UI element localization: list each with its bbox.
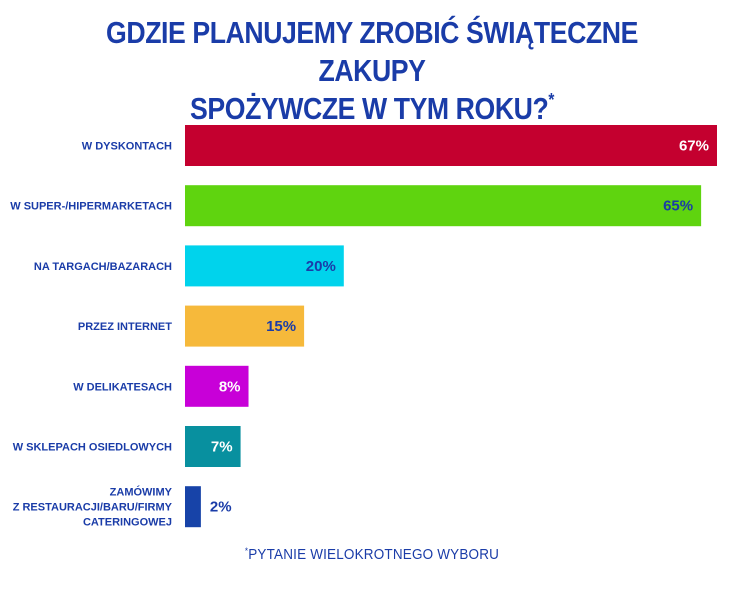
category-label-1: W SUPER-/HIPERMARKETACH	[10, 201, 172, 213]
bar-1	[185, 185, 702, 227]
bar-value-label-3: 15%	[266, 318, 296, 335]
bar-4	[185, 365, 249, 407]
category-label-3: PRZEZ INTERNET	[78, 321, 172, 333]
chart-title-line-2-text: SPOŻYWCZE W TYM ROKU?	[190, 91, 549, 126]
category-label-6-line-1: Z RESTAURACJI/BARU/FIRMY	[13, 502, 173, 514]
category-label-0: W DYSKONTACH	[82, 141, 172, 153]
category-label-5: W SKLEPACH OSIEDLOWYCH	[13, 442, 172, 454]
category-label-6-line-0: ZAMÓWIMY	[110, 486, 173, 499]
bar-2	[185, 245, 344, 287]
chart-title-asterisk: *	[548, 90, 554, 110]
bar-value-label-1: 65%	[663, 198, 693, 215]
bar-value-label-5: 7%	[211, 439, 233, 456]
bar-6	[185, 486, 201, 528]
bar-5	[185, 426, 241, 467]
footnote-asterisk: *	[244, 546, 249, 556]
footnote-text: PYTANIE WIELOKROTNEGO WYBORU	[248, 546, 500, 563]
category-label-6-line-2: CATERINGOWEJ	[83, 517, 172, 529]
footnote: *PYTANIE WIELOKROTNEGO WYBORU	[37, 546, 707, 563]
chart-title-line-2: SPOŻYWCZE W TYM ROKU?*	[52, 90, 692, 128]
category-label-1-line-0: W SUPER-/HIPERMARKETACH	[10, 201, 172, 213]
category-label-5-line-0: W SKLEPACH OSIEDLOWYCH	[13, 442, 172, 454]
category-label-4: W DELIKATESACH	[73, 381, 172, 393]
bar-value-label-0: 67%	[679, 138, 709, 155]
category-label-3-line-0: PRZEZ INTERNET	[78, 321, 172, 333]
bar-0	[185, 125, 717, 166]
chart-title: GDZIE PLANUJEMY ZROBIĆ ŚWIĄTECZNE ZAKUPY…	[52, 14, 692, 128]
category-label-0-line-0: W DYSKONTACH	[82, 141, 172, 153]
bar-value-label-4: 8%	[219, 378, 241, 395]
category-label-6: ZAMÓWIMY Z RESTAURACJI/BARU/FIRMY CATERING…	[13, 486, 173, 529]
chart-title-line-1: GDZIE PLANUJEMY ZROBIĆ ŚWIĄTECZNE ZAKUPY	[106, 15, 638, 88]
bar-value-label-6: 2%	[210, 499, 232, 516]
category-label-4-line-0: W DELIKATESACH	[73, 381, 172, 393]
bar-3	[185, 305, 305, 347]
category-label-2-line-0: NA TARGACH/BAZARACH	[34, 261, 172, 273]
category-label-2: NA TARGACH/BAZARACH	[34, 261, 172, 273]
bar-value-label-2: 20%	[306, 258, 336, 275]
